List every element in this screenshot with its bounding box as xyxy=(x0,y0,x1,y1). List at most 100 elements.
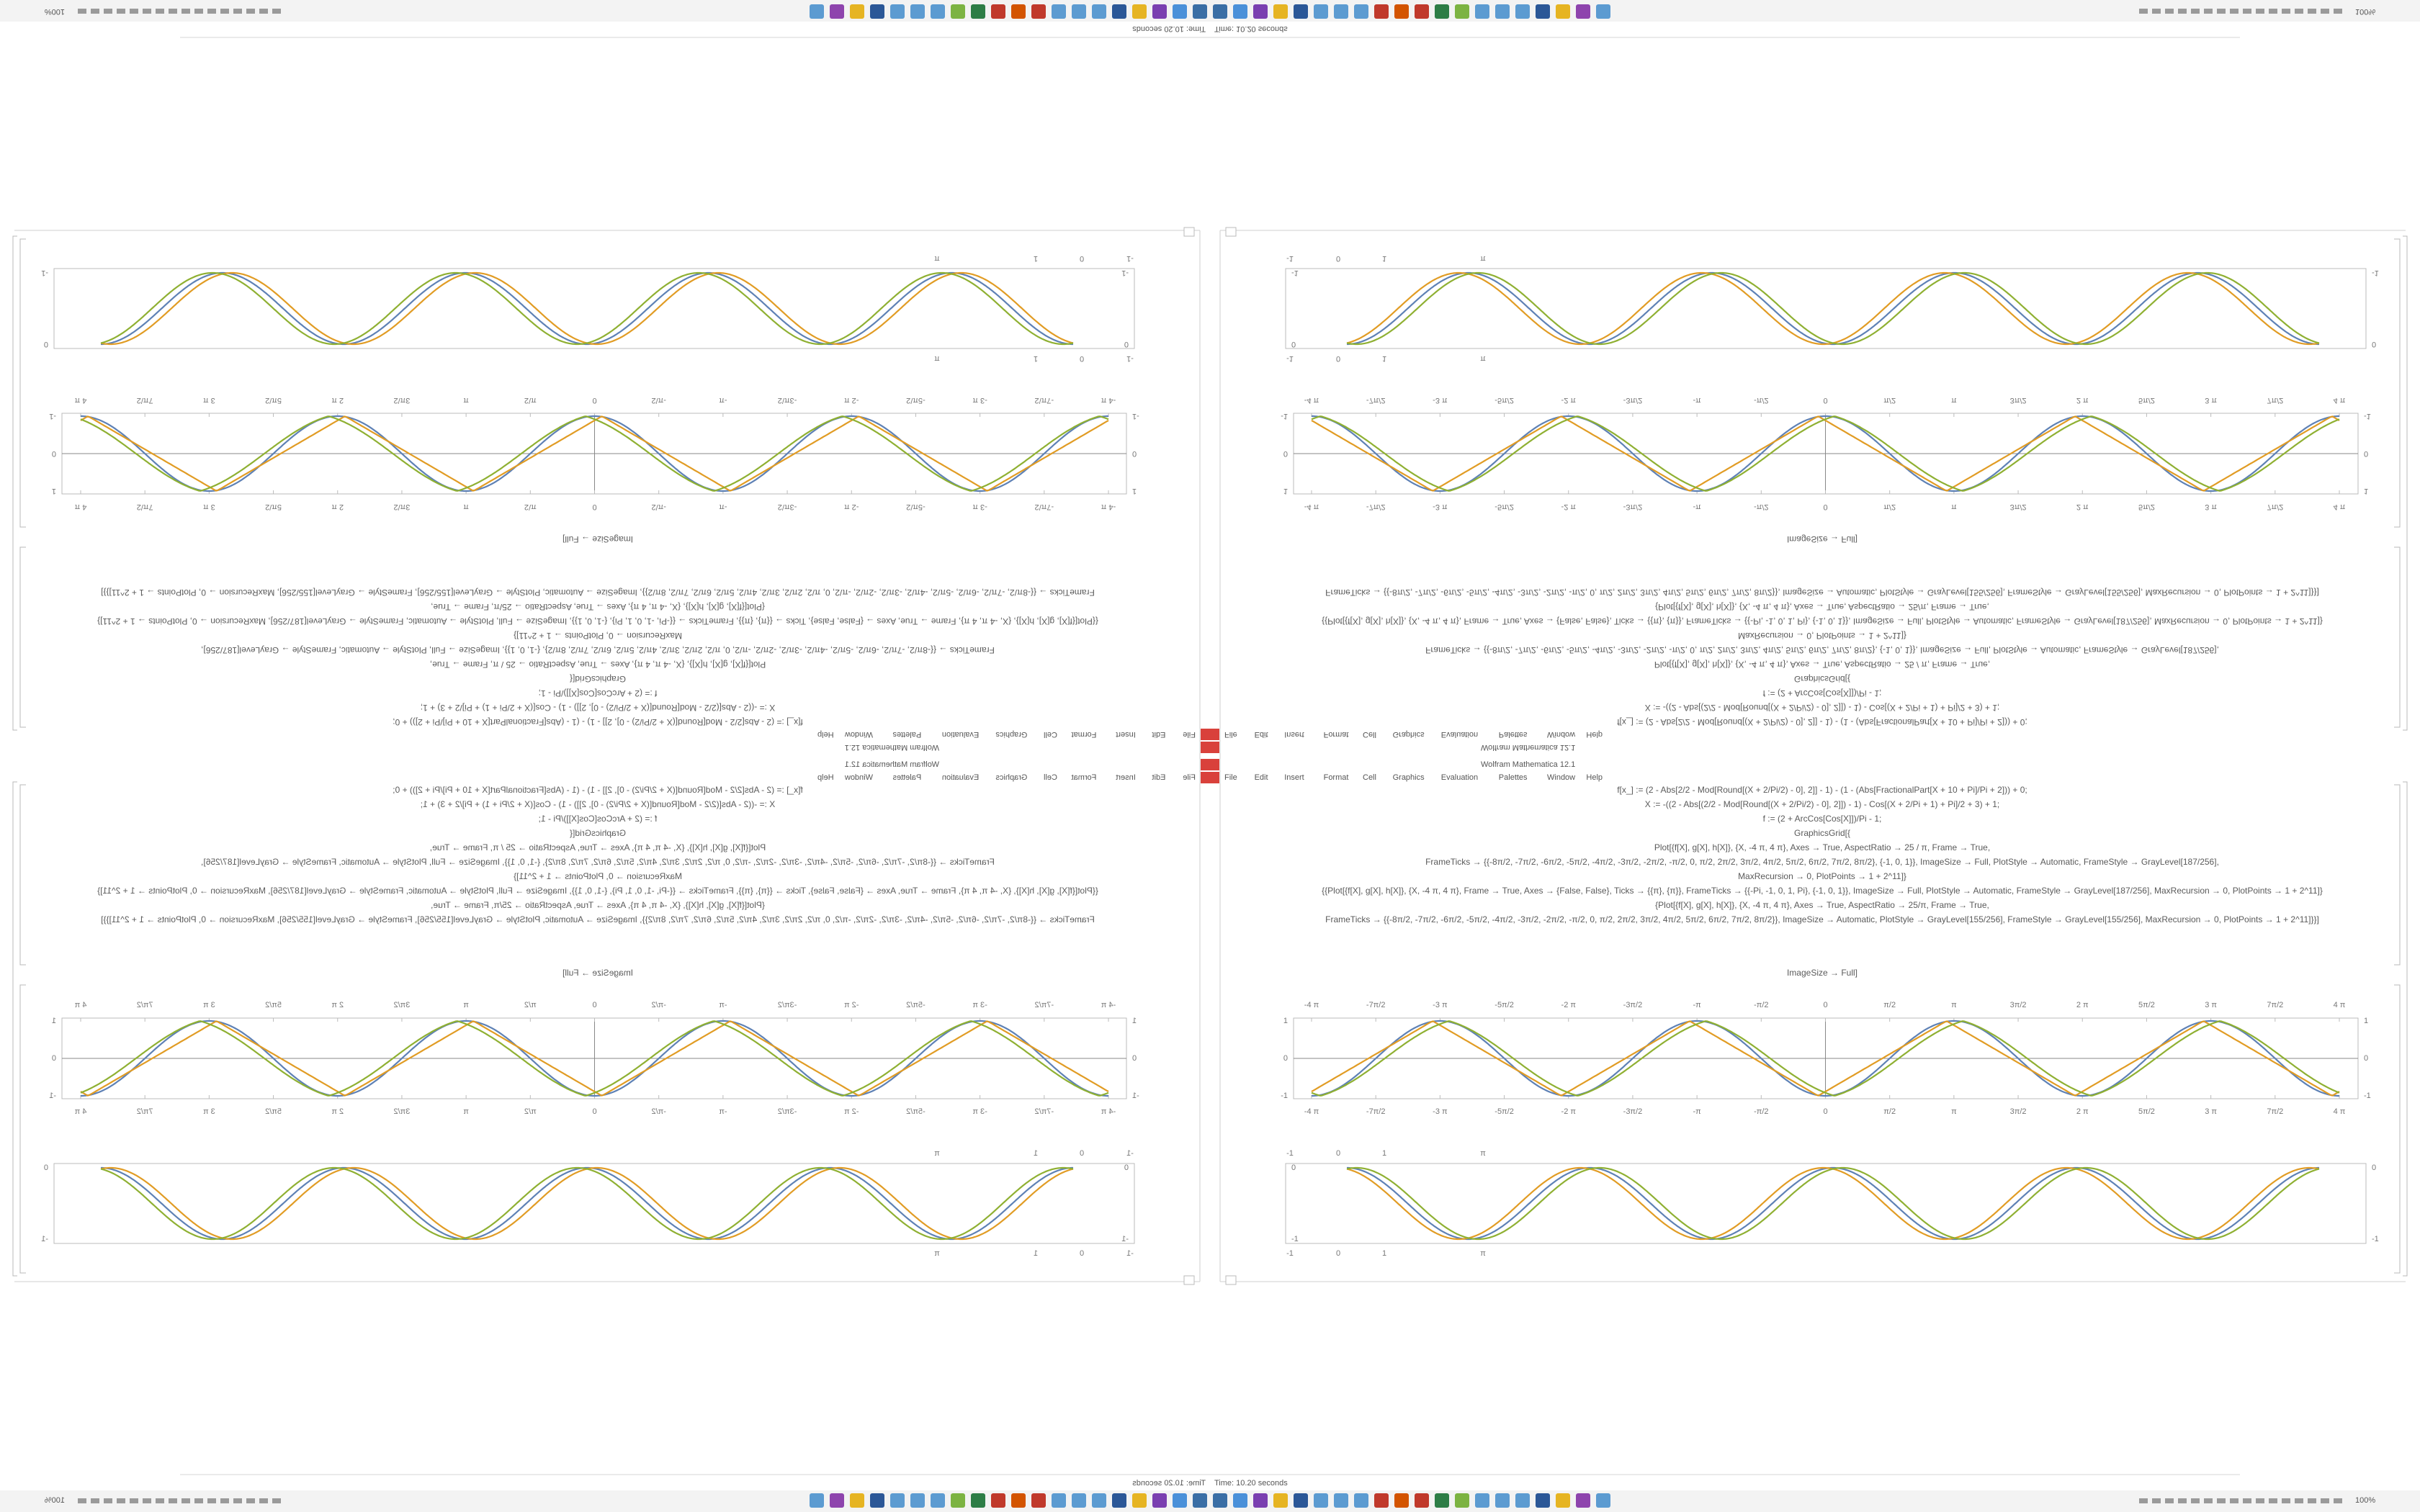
taskbar-icon[interactable] xyxy=(850,4,864,19)
menu-item[interactable]: Graphics xyxy=(995,730,1028,739)
menu-item[interactable]: Cell xyxy=(1044,730,1057,739)
taskbar-icon[interactable] xyxy=(1354,4,1368,19)
taskbar-icon[interactable] xyxy=(1415,1493,1429,1508)
taskbar-icon[interactable] xyxy=(1011,4,1026,19)
taskbar-icon[interactable] xyxy=(931,1493,945,1508)
menu-item[interactable]: Cell xyxy=(1363,773,1376,782)
taskbar-icon[interactable] xyxy=(991,1493,1005,1508)
taskbar-icon[interactable] xyxy=(991,4,1005,19)
menu-item[interactable]: Palettes xyxy=(892,730,921,739)
close-button[interactable] xyxy=(1201,759,1218,770)
taskbar-icon[interactable] xyxy=(1536,1493,1550,1508)
taskbar-icon[interactable] xyxy=(1576,4,1590,19)
menu-item[interactable]: Insert xyxy=(1116,730,1136,739)
taskbar-icon[interactable] xyxy=(1193,4,1207,19)
taskbar-icon[interactable] xyxy=(1072,1493,1086,1508)
menu-item[interactable]: Window xyxy=(1547,773,1575,782)
taskbar-icon[interactable] xyxy=(1536,4,1550,19)
taskbar-icon[interactable] xyxy=(1415,4,1429,19)
taskbar-icon[interactable] xyxy=(910,1493,925,1508)
taskbar-icon[interactable] xyxy=(1253,1493,1268,1508)
taskbar-icon[interactable] xyxy=(1233,4,1247,19)
menu-item[interactable]: Help xyxy=(817,730,834,739)
menu-item[interactable]: Window xyxy=(1547,730,1575,739)
taskbar-icon[interactable] xyxy=(1374,4,1389,19)
taskbar-icon[interactable] xyxy=(951,4,965,19)
taskbar-icon[interactable] xyxy=(830,4,844,19)
taskbar-icon[interactable] xyxy=(830,1493,844,1508)
menu-item[interactable]: Cell xyxy=(1044,773,1057,782)
taskbar-icon[interactable] xyxy=(910,4,925,19)
taskbar-icon[interactable] xyxy=(870,4,884,19)
menu-item[interactable]: Evaluation xyxy=(1441,730,1478,739)
taskbar-icon[interactable] xyxy=(971,4,985,19)
taskbar-icon[interactable] xyxy=(1495,1493,1510,1508)
taskbar-icon[interactable] xyxy=(971,1493,985,1508)
taskbar-icon[interactable] xyxy=(1394,4,1409,19)
menu-item[interactable]: Insert xyxy=(1284,730,1304,739)
close-button[interactable] xyxy=(1201,772,1218,783)
taskbar-icon[interactable] xyxy=(1031,4,1046,19)
menu-item[interactable]: Edit xyxy=(1255,773,1268,782)
taskbar-icon[interactable] xyxy=(890,4,905,19)
taskbar-icon[interactable] xyxy=(1152,4,1167,19)
menu-item[interactable]: Graphics xyxy=(1393,773,1425,782)
menu-item[interactable]: Evaluation xyxy=(942,730,979,739)
taskbar-icon[interactable] xyxy=(870,1493,884,1508)
menu-item[interactable]: Evaluation xyxy=(1441,773,1478,782)
taskbar-icon[interactable] xyxy=(1475,4,1489,19)
taskbar-icon[interactable] xyxy=(1173,4,1187,19)
taskbar-icon[interactable] xyxy=(890,1493,905,1508)
taskbar-icon[interactable] xyxy=(810,1493,824,1508)
taskbar-icon[interactable] xyxy=(1596,1493,1610,1508)
taskbar-icon[interactable] xyxy=(1596,4,1610,19)
taskbar-icon[interactable] xyxy=(951,1493,965,1508)
taskbar-icon[interactable] xyxy=(1193,1493,1207,1508)
menu-item[interactable]: Edit xyxy=(1152,730,1165,739)
menu-item[interactable]: Edit xyxy=(1152,773,1165,782)
taskbar-icon[interactable] xyxy=(1152,1493,1167,1508)
menu-item[interactable]: Cell xyxy=(1363,730,1376,739)
close-button[interactable] xyxy=(1202,742,1219,753)
menu-item[interactable]: Palettes xyxy=(892,773,921,782)
menu-item[interactable]: Format xyxy=(1324,730,1349,739)
taskbar-icon[interactable] xyxy=(1495,4,1510,19)
menu-item[interactable]: Graphics xyxy=(995,773,1028,782)
taskbar-icon[interactable] xyxy=(850,1493,864,1508)
menu-item[interactable]: File xyxy=(1183,773,1196,782)
taskbar-icon[interactable] xyxy=(1273,1493,1288,1508)
taskbar-icon[interactable] xyxy=(1354,1493,1368,1508)
taskbar-icon[interactable] xyxy=(931,4,945,19)
taskbar-icon[interactable] xyxy=(1213,4,1227,19)
taskbar-icon[interactable] xyxy=(1515,1493,1530,1508)
taskbar-icon[interactable] xyxy=(1233,1493,1247,1508)
taskbar-icon[interactable] xyxy=(810,4,824,19)
taskbar-icon[interactable] xyxy=(1455,4,1469,19)
taskbar-icon[interactable] xyxy=(1031,1493,1046,1508)
close-button[interactable] xyxy=(1202,729,1219,740)
taskbar-icon[interactable] xyxy=(1294,1493,1308,1508)
taskbar-icon[interactable] xyxy=(1072,4,1086,19)
taskbar-icon[interactable] xyxy=(1556,4,1570,19)
menu-item[interactable]: File xyxy=(1183,730,1196,739)
taskbar-icon[interactable] xyxy=(1273,4,1288,19)
taskbar-icon[interactable] xyxy=(1294,4,1308,19)
menu-item[interactable]: File xyxy=(1224,773,1237,782)
menu-item[interactable]: File xyxy=(1224,730,1237,739)
taskbar-icon[interactable] xyxy=(1576,1493,1590,1508)
taskbar-icon[interactable] xyxy=(1314,1493,1328,1508)
taskbar-icon[interactable] xyxy=(1556,1493,1570,1508)
menu-item[interactable]: Help xyxy=(817,773,834,782)
taskbar-icon[interactable] xyxy=(1314,4,1328,19)
taskbar-icon[interactable] xyxy=(1052,1493,1066,1508)
menu-item[interactable]: Edit xyxy=(1255,730,1268,739)
menu-item[interactable]: Palettes xyxy=(1499,773,1528,782)
menu-item[interactable]: Format xyxy=(1072,773,1097,782)
menu-item[interactable]: Help xyxy=(1586,773,1603,782)
menu-item[interactable]: Window xyxy=(845,773,873,782)
taskbar-icon[interactable] xyxy=(1394,1493,1409,1508)
menu-item[interactable]: Insert xyxy=(1284,773,1304,782)
taskbar-icon[interactable] xyxy=(1435,1493,1449,1508)
taskbar-icon[interactable] xyxy=(1475,1493,1489,1508)
taskbar-icon[interactable] xyxy=(1132,4,1147,19)
